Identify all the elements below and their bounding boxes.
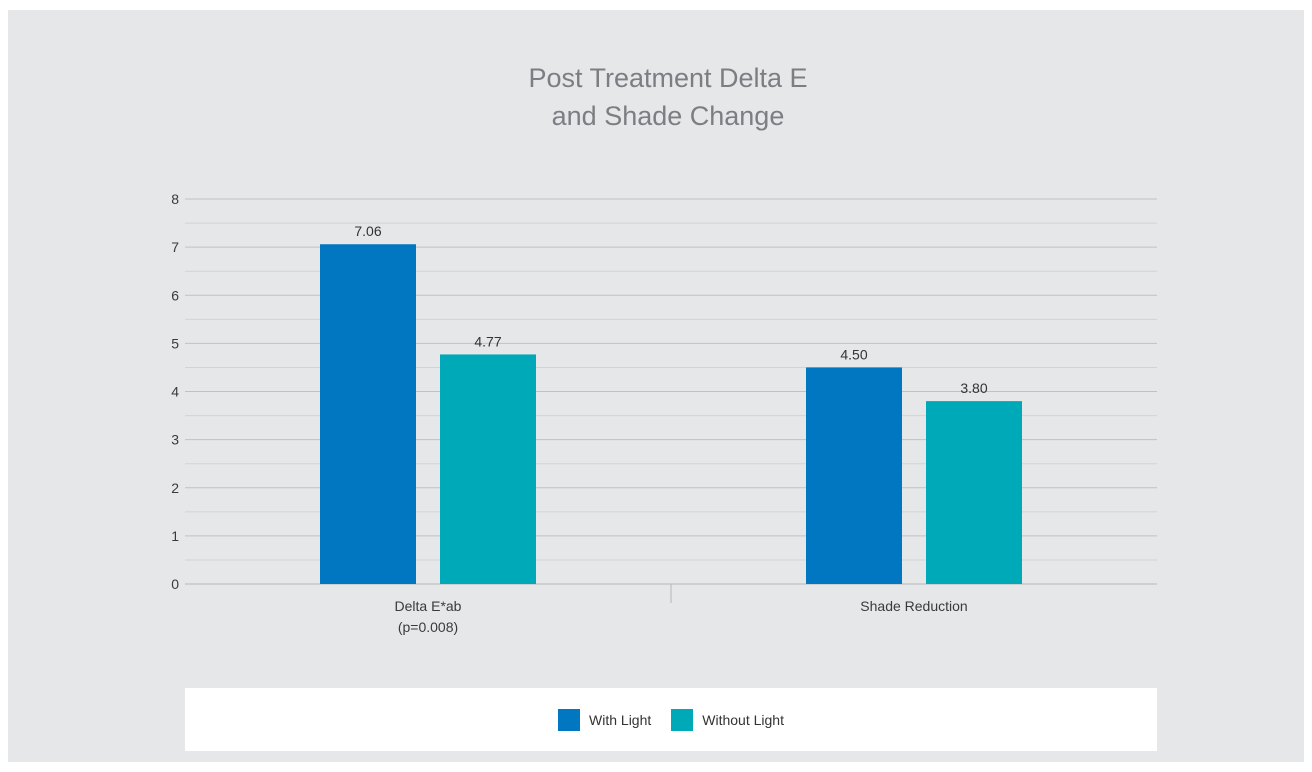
legend: With Light Without Light — [185, 688, 1157, 751]
chart-panel: Post Treatment Delta E and Shade Change 0… — [8, 10, 1304, 762]
bars — [320, 244, 1022, 585]
y-axis-ticks: 0 1 2 3 4 5 6 7 8 — [171, 191, 179, 592]
bar-without-light-1 — [926, 401, 1022, 584]
x-axis: Delta E*ab (p=0.008) Shade Reduction — [395, 584, 968, 635]
y-tick-label: 4 — [171, 384, 179, 400]
legend-item-without-light: Without Light — [671, 708, 784, 731]
bar-without-light-0 — [440, 354, 536, 584]
y-tick-label: 6 — [171, 287, 179, 303]
bar-chart: Post Treatment Delta E and Shade Change 0… — [171, 63, 1157, 635]
data-label: 4.50 — [840, 346, 867, 362]
x-category-label: Shade Reduction — [860, 598, 967, 614]
legend-swatch-with-light — [558, 708, 581, 731]
legend-label-without-light: Without Light — [702, 711, 784, 728]
y-tick-label: 1 — [171, 528, 179, 544]
y-tick-label: 0 — [171, 576, 179, 592]
data-label: 3.80 — [960, 380, 987, 396]
x-category-label: (p=0.008) — [398, 619, 458, 635]
legend-swatch-without-light — [671, 708, 694, 731]
legend-item-with-light: With Light — [558, 708, 652, 731]
bar-with-light-0 — [320, 244, 416, 585]
bar-with-light-1 — [806, 367, 902, 584]
chart-title: Post Treatment Delta E and Shade Change — [528, 63, 807, 131]
y-tick-label: 7 — [171, 239, 179, 255]
y-tick-label: 2 — [171, 480, 179, 496]
legend-label-with-light: With Light — [589, 711, 652, 728]
data-label: 4.77 — [474, 333, 501, 349]
y-tick-label: 5 — [171, 335, 179, 351]
data-labels: 7.06 4.77 4.50 3.80 — [354, 223, 987, 396]
data-label: 7.06 — [354, 223, 381, 239]
y-tick-label: 8 — [171, 191, 179, 207]
x-category-label: Delta E*ab — [395, 598, 462, 614]
chart-title-line-2: and Shade Change — [552, 101, 785, 131]
y-tick-label: 3 — [171, 432, 179, 448]
chart-title-line-1: Post Treatment Delta E — [528, 63, 807, 93]
